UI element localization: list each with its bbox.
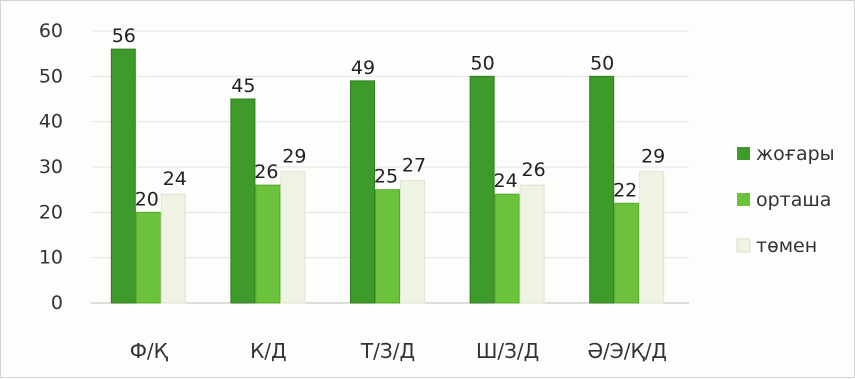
bar-medium (494, 193, 520, 304)
legend-label: жоғары (756, 143, 835, 165)
legend: жоғары орташа төмен (736, 143, 835, 257)
bar-low (160, 193, 186, 304)
data-label: 49 (351, 57, 375, 79)
legend-swatch (737, 147, 750, 160)
y-tick-label: 30 (39, 156, 63, 178)
x-category-label: Т/З/Д (360, 339, 415, 363)
y-tick-label: 20 (39, 201, 63, 223)
y-tick-label: 0 (51, 292, 63, 314)
data-label: 26 (522, 159, 546, 181)
bar-high (469, 75, 495, 304)
y-tick-label: 50 (39, 65, 63, 87)
bar-low (400, 180, 425, 304)
legend-swatch (736, 238, 751, 253)
bars (110, 48, 665, 304)
bar-high (230, 98, 256, 304)
y-tick-label: 60 (39, 20, 63, 42)
data-label: 25 (374, 166, 398, 188)
y-tick-label: 40 (39, 111, 63, 133)
bar-low (639, 171, 665, 304)
data-label: 50 (590, 52, 614, 74)
bar-low (280, 171, 306, 304)
legend-swatch (737, 193, 750, 206)
data-label: 24 (494, 170, 518, 192)
data-label: 56 (112, 25, 136, 47)
x-category-label: К/Д (250, 339, 287, 363)
y-tick-label: 10 (39, 247, 63, 269)
data-label: 27 (402, 155, 426, 177)
x-category-label: Ф/Қ (130, 339, 169, 363)
x-axis-categories: Ф/Қ К/Д Т/З/Д Ш/З/Д Ә/Э/Қ/Д (130, 339, 667, 363)
data-label: 20 (135, 188, 159, 210)
bar-high (589, 75, 615, 304)
x-category-label: Ә/Э/Қ/Д (587, 339, 667, 363)
legend-label: орташа (756, 189, 831, 211)
bar-medium (135, 211, 161, 304)
data-label: 29 (282, 146, 306, 168)
bar-medium (375, 189, 400, 304)
data-label: 29 (641, 146, 665, 168)
bar-high (110, 48, 136, 304)
data-label: 26 (254, 161, 278, 183)
y-axis-ticks: 0 10 20 30 40 50 60 (39, 20, 63, 314)
x-category-label: Ш/З/Д (476, 339, 539, 363)
data-label: 50 (471, 52, 495, 74)
data-label: 24 (163, 168, 187, 190)
data-label: 45 (231, 75, 255, 97)
bar-medium (614, 202, 640, 304)
bar-high (350, 80, 375, 304)
bar-medium (255, 184, 281, 304)
data-label: 22 (613, 179, 637, 201)
legend-label: төмен (756, 235, 817, 257)
bar-low (519, 184, 545, 304)
